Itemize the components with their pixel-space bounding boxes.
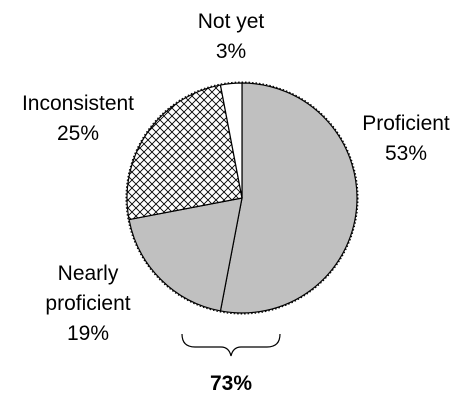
slice-inconsistent <box>126 84 243 221</box>
label-nearly-proficient-line2: proficient <box>45 292 130 315</box>
label-not-yet-name: Not yet <box>198 10 265 33</box>
label-inconsistent-value: 25% <box>57 122 99 145</box>
label-proficient-value: 53% <box>385 142 427 165</box>
slice-not-yet <box>219 82 243 199</box>
slice-nearly-proficient <box>128 197 243 312</box>
group-bracket <box>181 333 281 357</box>
group-total-label: 73% <box>210 372 252 395</box>
label-proficient-name: Proficient <box>362 112 450 135</box>
label-nearly-proficient-value: 19% <box>67 322 109 345</box>
label-nearly-proficient-line1: Nearly <box>58 262 119 285</box>
slice-proficient <box>219 82 358 314</box>
pie-slices <box>125 81 359 315</box>
pie-outline <box>125 81 359 315</box>
label-inconsistent-name: Inconsistent <box>22 92 134 115</box>
label-not-yet-value: 3% <box>216 40 246 63</box>
